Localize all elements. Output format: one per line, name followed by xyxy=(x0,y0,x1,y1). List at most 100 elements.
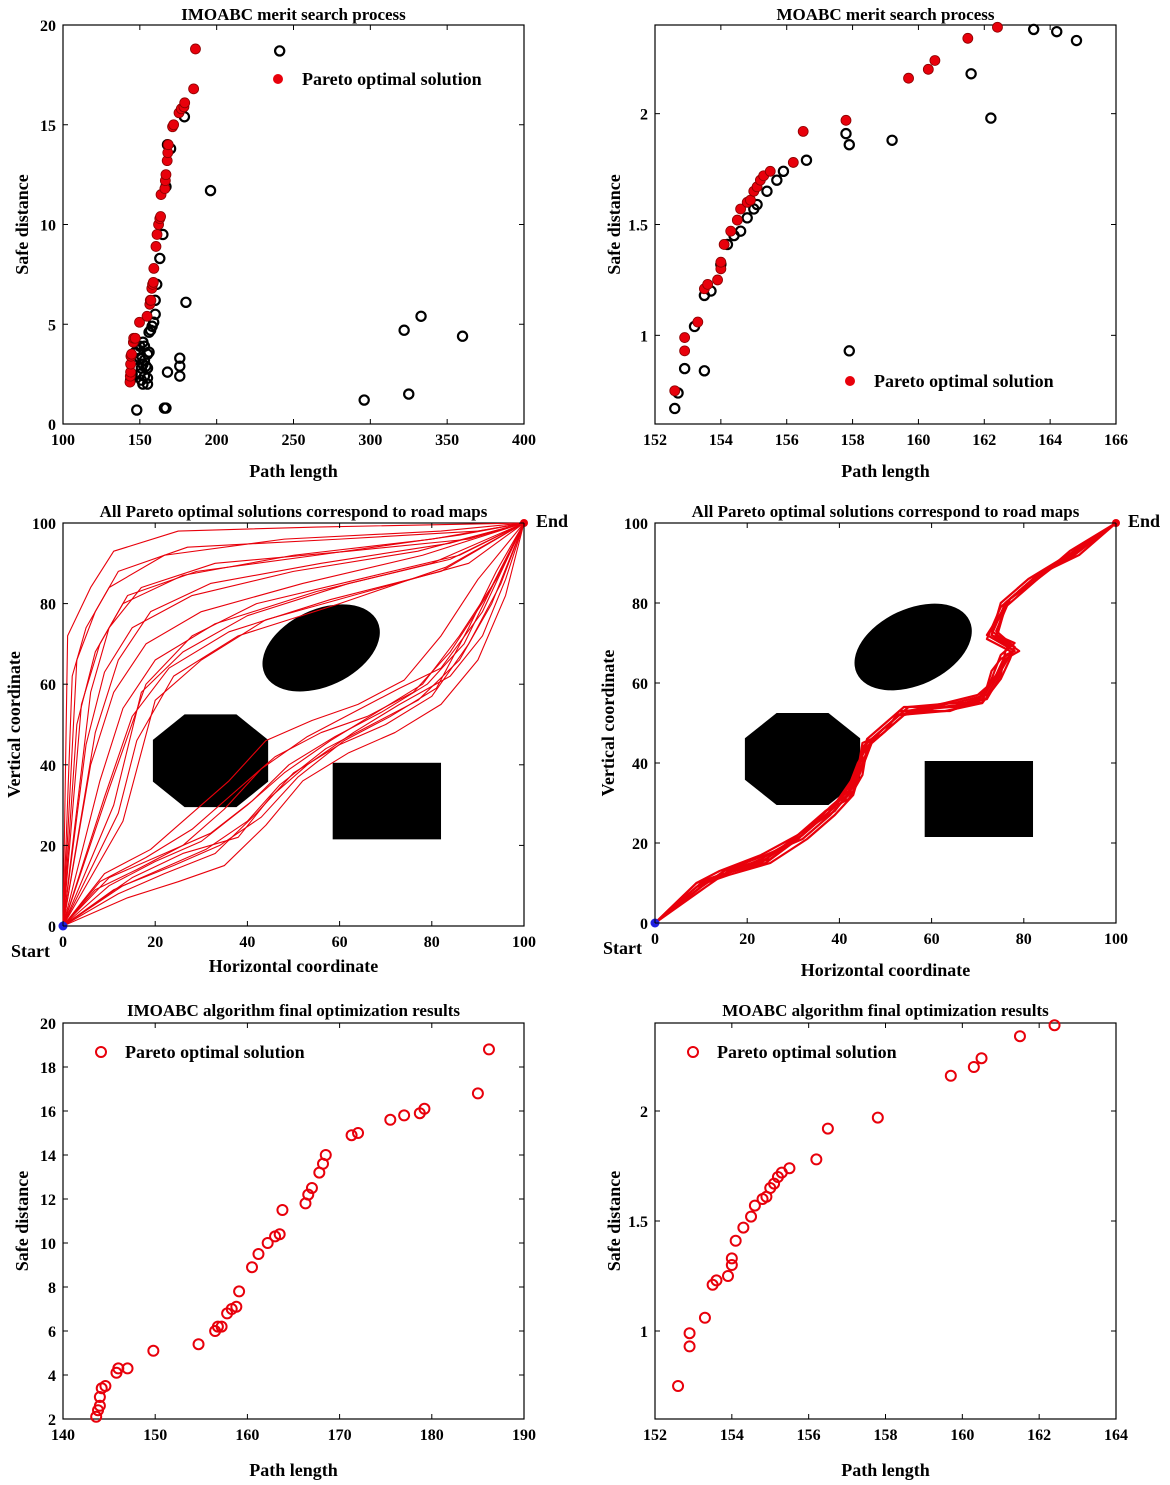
chart-panel-6: 152 154 156 158 160 162 164 1 1.5 2 MOABC algorith… xyxy=(604,1001,1128,1480)
pareto-point xyxy=(903,72,914,84)
y-tick-label: 100 xyxy=(624,516,648,533)
pareto-point xyxy=(725,1252,738,1265)
pareto-point xyxy=(1013,1030,1026,1043)
start-label: Start xyxy=(603,938,642,958)
road-map-path xyxy=(62,522,525,927)
y-tick-label: 0 xyxy=(48,417,56,434)
pareto-point xyxy=(731,214,743,226)
y-tick-label: 2 xyxy=(640,1104,648,1121)
y-tick-label: 100 xyxy=(32,516,56,533)
road-map-path xyxy=(62,522,525,927)
search-point xyxy=(965,68,977,80)
y-tick-label: 60 xyxy=(632,676,648,693)
chart-title: IMOABC merit search process xyxy=(181,5,406,24)
search-point xyxy=(843,138,855,151)
pareto-point xyxy=(871,1111,884,1124)
pareto-point xyxy=(1048,1019,1061,1032)
pareto-point xyxy=(345,1129,358,1142)
pareto-point xyxy=(748,1199,761,1212)
search-point xyxy=(174,370,186,382)
pareto-point xyxy=(151,229,163,240)
search-point xyxy=(1027,23,1040,36)
pareto-point xyxy=(121,1362,134,1375)
pareto-point xyxy=(398,1109,411,1122)
search-point xyxy=(161,366,174,378)
x-tick-label: 158 xyxy=(841,432,865,449)
x-tick-label: 250 xyxy=(282,432,306,449)
legend-label: Pareto optimal solution xyxy=(717,1042,897,1062)
chart-panel-5: 140 150 160 170 180 190 2 4 6 8 10 12 14 16 18 20 IMOABC… xyxy=(12,1001,536,1480)
road-map-path xyxy=(62,522,525,927)
pareto-point xyxy=(305,1182,318,1194)
pareto-point xyxy=(735,203,747,215)
y-tick-label: 40 xyxy=(632,756,648,773)
search-point xyxy=(456,330,469,342)
pareto-point xyxy=(134,316,145,328)
pareto-point xyxy=(797,125,809,137)
y-tick-label: 2 xyxy=(640,107,648,124)
search-point xyxy=(1051,25,1063,38)
search-point xyxy=(669,402,681,415)
pareto-point xyxy=(975,1052,988,1065)
x-tick-label: 0 xyxy=(651,931,659,948)
search-point xyxy=(358,394,370,406)
x-tick-label: 158 xyxy=(874,1427,898,1444)
x-tick-label: 152 xyxy=(643,1427,667,1444)
start-label: Start xyxy=(11,941,50,961)
x-tick-label: 162 xyxy=(972,432,996,449)
pareto-point xyxy=(725,225,737,237)
x-axis-label: Horizontal coordinate xyxy=(209,956,378,976)
search-point xyxy=(144,324,157,336)
search-point xyxy=(137,358,149,370)
pareto-point xyxy=(155,211,166,222)
pareto-point xyxy=(692,316,704,328)
search-point xyxy=(204,184,217,197)
pareto-point xyxy=(319,1149,332,1161)
pareto-point xyxy=(252,1248,265,1260)
road-map-path xyxy=(62,522,525,927)
x-tick-label: 20 xyxy=(147,934,163,951)
chart-title: MOABC algorithm final optimization resul… xyxy=(722,1001,1049,1020)
search-point xyxy=(800,154,813,166)
search-point xyxy=(843,345,855,357)
pareto-point xyxy=(992,21,1003,33)
legend-marker xyxy=(95,1046,107,1058)
pareto-point xyxy=(672,1380,685,1392)
search-point xyxy=(158,402,171,414)
x-tick-label: 350 xyxy=(435,432,459,449)
end-label: End xyxy=(1128,511,1160,531)
pareto-point xyxy=(929,55,941,66)
pareto-point xyxy=(679,332,691,343)
y-axis-label: Safe distance xyxy=(12,174,32,275)
pareto-point xyxy=(93,1399,106,1412)
y-tick-label: 20 xyxy=(40,18,56,35)
search-point xyxy=(678,362,691,375)
road-map-path xyxy=(62,522,525,927)
pareto-point xyxy=(725,1259,738,1271)
x-tick-label: 156 xyxy=(775,432,799,449)
road-map-path xyxy=(62,522,525,927)
pareto-point xyxy=(471,1087,484,1100)
y-tick-label: 20 xyxy=(40,1016,56,1033)
pareto-point xyxy=(99,1380,112,1392)
y-tick-label: 5 xyxy=(48,317,56,334)
x-tick-label: 162 xyxy=(1027,1427,1051,1444)
y-tick-label: 16 xyxy=(40,1104,56,1121)
pareto-point xyxy=(787,157,799,168)
road-map-path xyxy=(62,522,525,927)
pareto-point xyxy=(737,1221,750,1234)
y-tick-label: 20 xyxy=(40,838,56,855)
legend-marker xyxy=(687,1046,699,1058)
search-point xyxy=(180,296,192,309)
search-point xyxy=(398,324,410,336)
road-map-path xyxy=(62,522,525,927)
end-label: End xyxy=(536,511,568,531)
obstacle-octagon xyxy=(152,714,269,808)
search-point xyxy=(886,134,898,146)
pareto-point xyxy=(840,114,852,126)
pareto-point xyxy=(179,97,191,109)
y-tick-label: 80 xyxy=(632,596,648,613)
legend-label: Pareto optimal solution xyxy=(874,371,1054,391)
x-axis-label: Horizontal coordinate xyxy=(801,960,970,980)
x-tick-label: 160 xyxy=(950,1427,974,1444)
